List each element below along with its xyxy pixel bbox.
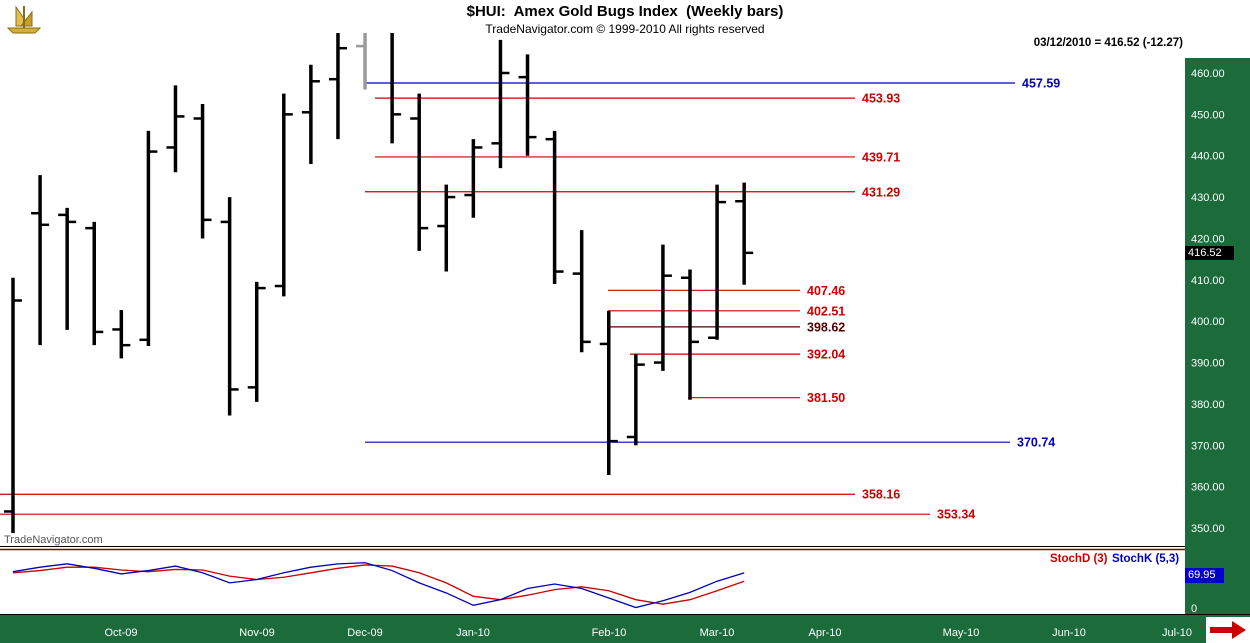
price-axis-strip <box>1185 58 1250 615</box>
month-label: Dec-09 <box>347 627 382 639</box>
time-axis-strip <box>0 615 1250 643</box>
price-tick-label: 380.00 <box>1191 399 1225 411</box>
price-tick-label: 370.00 <box>1191 440 1225 452</box>
scroll-right-button[interactable] <box>1206 617 1250 643</box>
price-tick-label: 450.00 <box>1191 109 1225 121</box>
chart-subtitle: TradeNavigator.com © 1999-2010 All right… <box>485 22 765 36</box>
level-label: 353.34 <box>937 508 975 522</box>
price-tick-label: 400.00 <box>1191 316 1225 328</box>
stoch-axis-zero: 0 <box>1191 603 1197 615</box>
month-label: Feb-10 <box>592 627 627 639</box>
month-label: Oct-09 <box>104 627 137 639</box>
plot-area <box>4 33 754 533</box>
level-label: 381.50 <box>807 391 845 405</box>
stochd-line <box>12 564 745 605</box>
price-tick-label: 350.00 <box>1191 523 1225 535</box>
last-bar-annotation: 03/12/2010 = 416.52 (-12.27) <box>1033 37 1183 49</box>
month-label: Apr-10 <box>808 627 841 639</box>
level-label: 457.59 <box>1022 76 1060 90</box>
legend-stochk: StochK (5,3) <box>1112 553 1180 565</box>
stochk-line <box>12 562 745 609</box>
price-tick-label: 410.00 <box>1191 275 1225 287</box>
price-tick-label: 430.00 <box>1191 192 1225 204</box>
month-label: Jan-10 <box>456 627 490 639</box>
price-tick-label: 460.00 <box>1191 68 1225 80</box>
price-tick-label: 440.00 <box>1191 151 1225 163</box>
level-label: 358.16 <box>862 488 900 502</box>
level-label: 439.71 <box>862 150 900 164</box>
level-label: 431.29 <box>862 185 900 199</box>
month-label: May-10 <box>943 627 980 639</box>
level-label: 402.51 <box>807 304 845 318</box>
month-label: Jun-10 <box>1052 627 1086 639</box>
month-label: Mar-10 <box>700 627 735 639</box>
legend-stochd: StochD (3) <box>1050 553 1108 565</box>
level-label: 370.74 <box>1017 436 1055 450</box>
gold-scales-icon <box>6 5 42 34</box>
tradenavigator-logo <box>4 4 44 34</box>
month-label: Jul-10 <box>1162 627 1192 639</box>
price-tick-label: 360.00 <box>1191 482 1225 494</box>
right-arrow-icon <box>1210 621 1246 639</box>
watermark: TradeNavigator.com <box>4 534 103 546</box>
price-tick-label: 420.00 <box>1191 233 1225 245</box>
month-label: Nov-09 <box>239 627 274 639</box>
level-label: 453.93 <box>862 92 900 106</box>
chart-title: $HUI: Amex Gold Bugs Index (Weekly bars) <box>466 3 784 20</box>
level-label: 407.46 <box>807 284 845 298</box>
level-label: 392.04 <box>807 348 845 362</box>
last-price-badge: 416.52 <box>1185 246 1234 260</box>
level-label: 398.62 <box>807 320 845 334</box>
price-tick-label: 390.00 <box>1191 358 1225 370</box>
stoch-value-badge: 69.95 <box>1185 568 1224 583</box>
